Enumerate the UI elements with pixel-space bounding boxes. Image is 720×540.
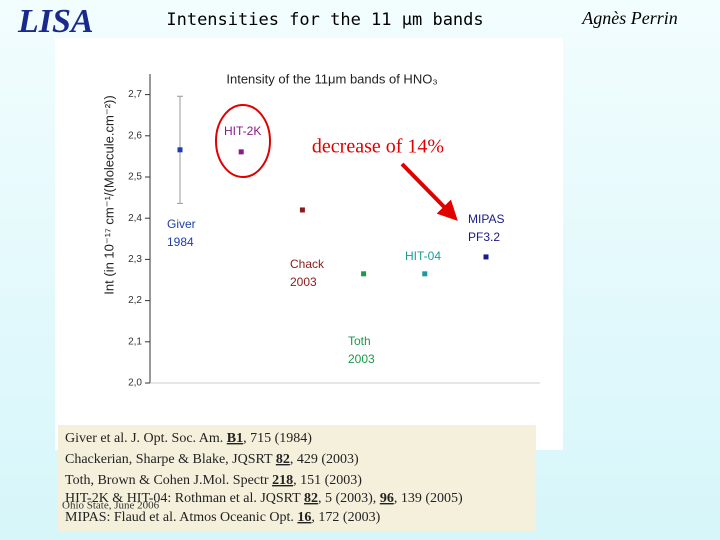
y-tick-label: 2,4 — [128, 213, 142, 224]
reference-text: MIPAS: Flaud et al. Atmos Oceanic Opt. — [65, 510, 297, 525]
slide-title: Intensities for the 11 μm bands — [166, 10, 483, 30]
reference-volume: B1 — [227, 431, 243, 446]
y-tick-label: 2,5 — [128, 172, 142, 183]
point — [422, 271, 428, 277]
y-tick-label: 2,7 — [128, 89, 142, 100]
point — [238, 149, 244, 155]
point-label: Toth 2003 — [348, 334, 375, 366]
reference: Chackerian, Sharpe & Blake, JQSRT 82, 42… — [65, 452, 359, 467]
chart-title: Intensity of the 11μm bands of HNO₃ — [226, 71, 437, 86]
y-tick-label: 2,1 — [128, 336, 142, 347]
point — [299, 207, 305, 213]
reference-text: , 139 (2005) — [394, 491, 463, 506]
reference-text: Giver et al. J. Opt. Soc. Am. — [65, 431, 227, 446]
y-tick-label: 2,3 — [128, 254, 142, 265]
logo: LISA — [17, 3, 94, 40]
reference: MIPAS: Flaud et al. Atmos Oceanic Opt. 1… — [65, 510, 381, 525]
reference-text: , 172 (2003) — [311, 510, 380, 525]
annotation: decrease of 14% — [312, 136, 444, 158]
reference: Giver et al. J. Opt. Soc. Am. B1, 715 (1… — [65, 431, 312, 446]
reference-text: HIT-2K & HIT-04: Rothman et al. JQSRT — [65, 491, 304, 506]
reference-volume: 82 — [304, 491, 318, 506]
reference-volume: 82 — [276, 452, 290, 467]
highlight-circle — [215, 104, 271, 178]
point-label: MIPAS PF3.2 — [468, 212, 504, 244]
references-box — [58, 425, 536, 531]
point-label: HIT-04 — [405, 249, 441, 263]
reference-text: , 429 (2003) — [290, 452, 359, 467]
reference-text: Toth, Brown & Cohen J.Mol. Spectr — [65, 473, 272, 488]
y-axis-label: Int (in 10⁻¹⁷ cm⁻¹/(Molecule.cm⁻²)) — [101, 95, 116, 294]
point — [177, 147, 183, 153]
reference-text: , 5 (2003), — [318, 491, 380, 506]
point — [361, 271, 367, 277]
reference: Toth, Brown & Cohen J.Mol. Spectr 218, 1… — [65, 473, 362, 488]
reference-text: , 715 (1984) — [243, 431, 312, 446]
arrow — [400, 162, 458, 221]
reference-text: Chackerian, Sharpe & Blake, JQSRT — [65, 452, 276, 467]
references: Giver et al. J. Opt. Soc. Am. B1, 715 (1… — [65, 431, 463, 525]
point — [483, 254, 489, 260]
chart-panel — [55, 38, 563, 450]
point-label: HIT-2K — [224, 124, 261, 138]
reference: HIT-2K & HIT-04: Rothman et al. JQSRT 82… — [65, 491, 463, 506]
reference-text: , 151 (2003) — [293, 473, 362, 488]
author: Agnès Perrin — [581, 8, 677, 28]
reference-volume: 218 — [272, 473, 293, 488]
reference-volume: 16 — [297, 510, 311, 525]
footer: Ohio State, June 2006 — [62, 500, 160, 512]
point-label: Giver 1984 — [167, 217, 196, 249]
point-label: Chack 2003 — [290, 257, 325, 289]
y-tick-label: 2,6 — [128, 130, 142, 141]
y-tick-label: 2,0 — [128, 378, 142, 389]
y-tick-label: 2,2 — [128, 295, 142, 306]
reference-volume: 96 — [380, 491, 394, 506]
